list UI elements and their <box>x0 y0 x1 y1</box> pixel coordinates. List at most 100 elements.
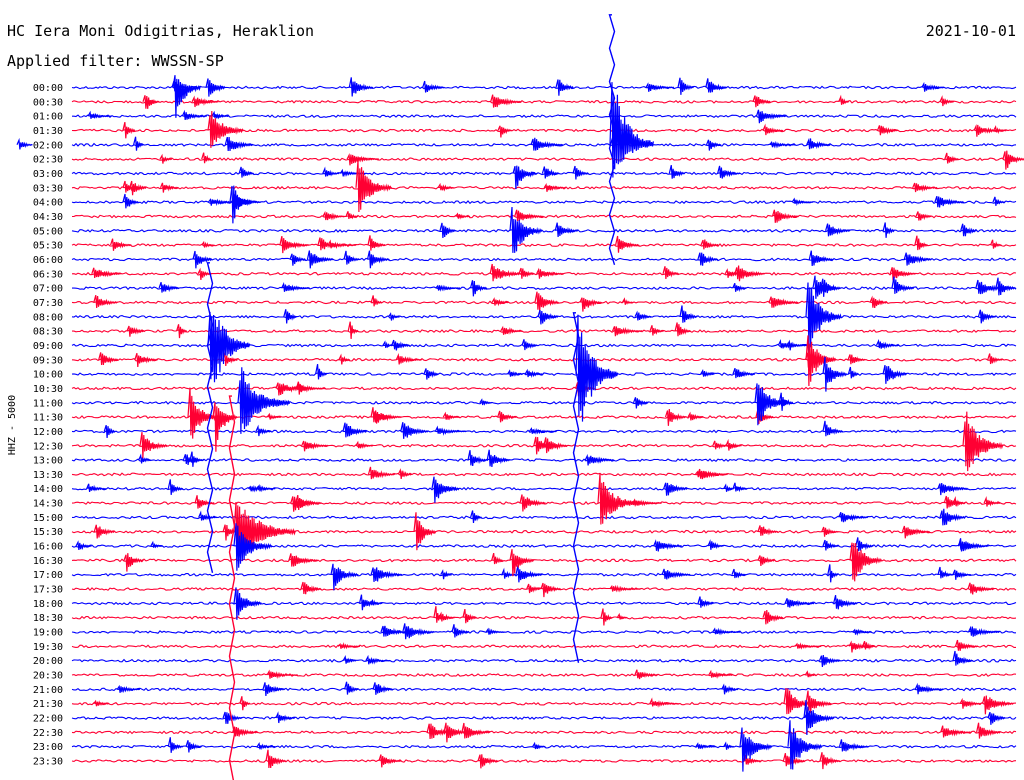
time-tick-label: 13:30 <box>33 470 63 481</box>
seismic-event <box>275 711 296 724</box>
seismic-event <box>232 726 259 737</box>
seismic-event <box>754 383 788 426</box>
seismic-event <box>198 510 218 521</box>
seismic-event <box>295 495 316 511</box>
time-tick-label: 11:00 <box>33 398 63 409</box>
seismic-event <box>228 395 236 780</box>
seismic-event <box>977 309 997 324</box>
seismic-event <box>477 754 499 769</box>
seismic-event <box>768 296 799 308</box>
seismic-event <box>382 340 394 349</box>
station-title: HC Iera Moni Odigitrias, Heraklion <box>7 22 314 40</box>
seismic-event <box>762 123 784 136</box>
seismic-event <box>370 407 392 423</box>
time-tick-label: 09:30 <box>33 355 63 366</box>
seismic-event <box>803 699 835 736</box>
seismic-event <box>536 267 565 279</box>
seismic-event <box>142 95 159 109</box>
seismic-event <box>668 165 686 179</box>
seismic-event <box>103 425 116 438</box>
seismic-event <box>664 408 686 426</box>
seismic-event <box>957 540 979 550</box>
time-tick-label: 05:00 <box>33 226 63 237</box>
seismic-event <box>575 314 619 422</box>
seismic-event <box>967 582 995 595</box>
seismic-event <box>717 165 741 179</box>
trace-line <box>71 429 1017 434</box>
seismic-event <box>804 670 817 678</box>
seismic-event <box>91 267 122 278</box>
seismic-event <box>435 284 461 292</box>
trace-line <box>71 228 1017 233</box>
seismic-event <box>787 720 823 770</box>
seismic-event <box>469 280 488 297</box>
seismic-event <box>805 690 832 714</box>
seismic-event <box>509 206 543 253</box>
seismic-event <box>222 711 243 724</box>
seismic-event <box>337 642 361 650</box>
seismic-event <box>976 722 1001 739</box>
seismic-event <box>288 553 319 567</box>
trace-line <box>71 630 1016 634</box>
time-tick-label: 15:30 <box>33 527 63 538</box>
time-tick-label: 23:00 <box>33 742 63 753</box>
seismic-event <box>661 568 691 580</box>
seismic-event <box>958 538 989 552</box>
time-tick-label: 06:00 <box>33 255 63 266</box>
seismic-event <box>395 352 422 365</box>
seismic-event <box>959 697 982 709</box>
trace-line <box>71 214 1017 219</box>
seismic-event <box>176 324 188 339</box>
seismic-event <box>301 440 329 452</box>
seismic-event <box>122 180 139 193</box>
seismic-event <box>470 510 482 524</box>
seismic-event <box>402 623 435 640</box>
seismic-event <box>122 193 139 209</box>
time-tick-label: 19:00 <box>33 628 63 639</box>
seismic-event <box>391 339 411 351</box>
time-tick-label: 18:00 <box>33 599 63 610</box>
seismic-event <box>289 253 306 266</box>
seismic-event <box>317 237 336 251</box>
seismic-event <box>338 353 351 365</box>
seismic-event <box>621 297 633 305</box>
seismic-event <box>849 542 883 582</box>
trace-line <box>71 386 1017 391</box>
seismic-event <box>380 625 397 637</box>
seismic-event <box>769 140 796 149</box>
seismic-event <box>167 737 184 753</box>
seismic-event <box>822 356 848 392</box>
seismic-event <box>172 75 201 118</box>
trace-line <box>71 472 1017 477</box>
seismic-event <box>500 325 523 335</box>
seismic-event <box>211 110 229 120</box>
seismic-event <box>373 410 403 424</box>
seismic-event <box>159 153 173 164</box>
time-tick-label: 07:00 <box>33 284 63 295</box>
seismic-event <box>438 611 455 622</box>
seismic-event <box>443 722 468 743</box>
seismic-event <box>954 639 979 651</box>
seismic-event <box>819 752 841 770</box>
seismic-event <box>990 239 1002 249</box>
seismic-event <box>818 655 841 667</box>
seismic-event <box>330 563 359 591</box>
seismic-event <box>422 80 445 93</box>
seismic-event <box>367 466 396 480</box>
time-tick-label: 10:00 <box>33 370 63 381</box>
seismic-event <box>122 121 136 139</box>
seismic-event <box>987 353 1003 365</box>
time-tick-label: 00:30 <box>33 97 63 108</box>
seismic-event <box>952 650 974 666</box>
seismic-event <box>742 754 761 765</box>
seismic-event <box>434 425 467 436</box>
seismic-event <box>133 136 144 151</box>
trace-line <box>71 243 1017 248</box>
seismic-event <box>992 196 1006 206</box>
seismic-event <box>891 276 915 294</box>
seismic-event <box>540 582 562 598</box>
seismic-event <box>397 468 413 479</box>
seismic-event <box>342 654 357 664</box>
seismic-event <box>346 153 380 166</box>
seismic-event <box>712 627 741 636</box>
